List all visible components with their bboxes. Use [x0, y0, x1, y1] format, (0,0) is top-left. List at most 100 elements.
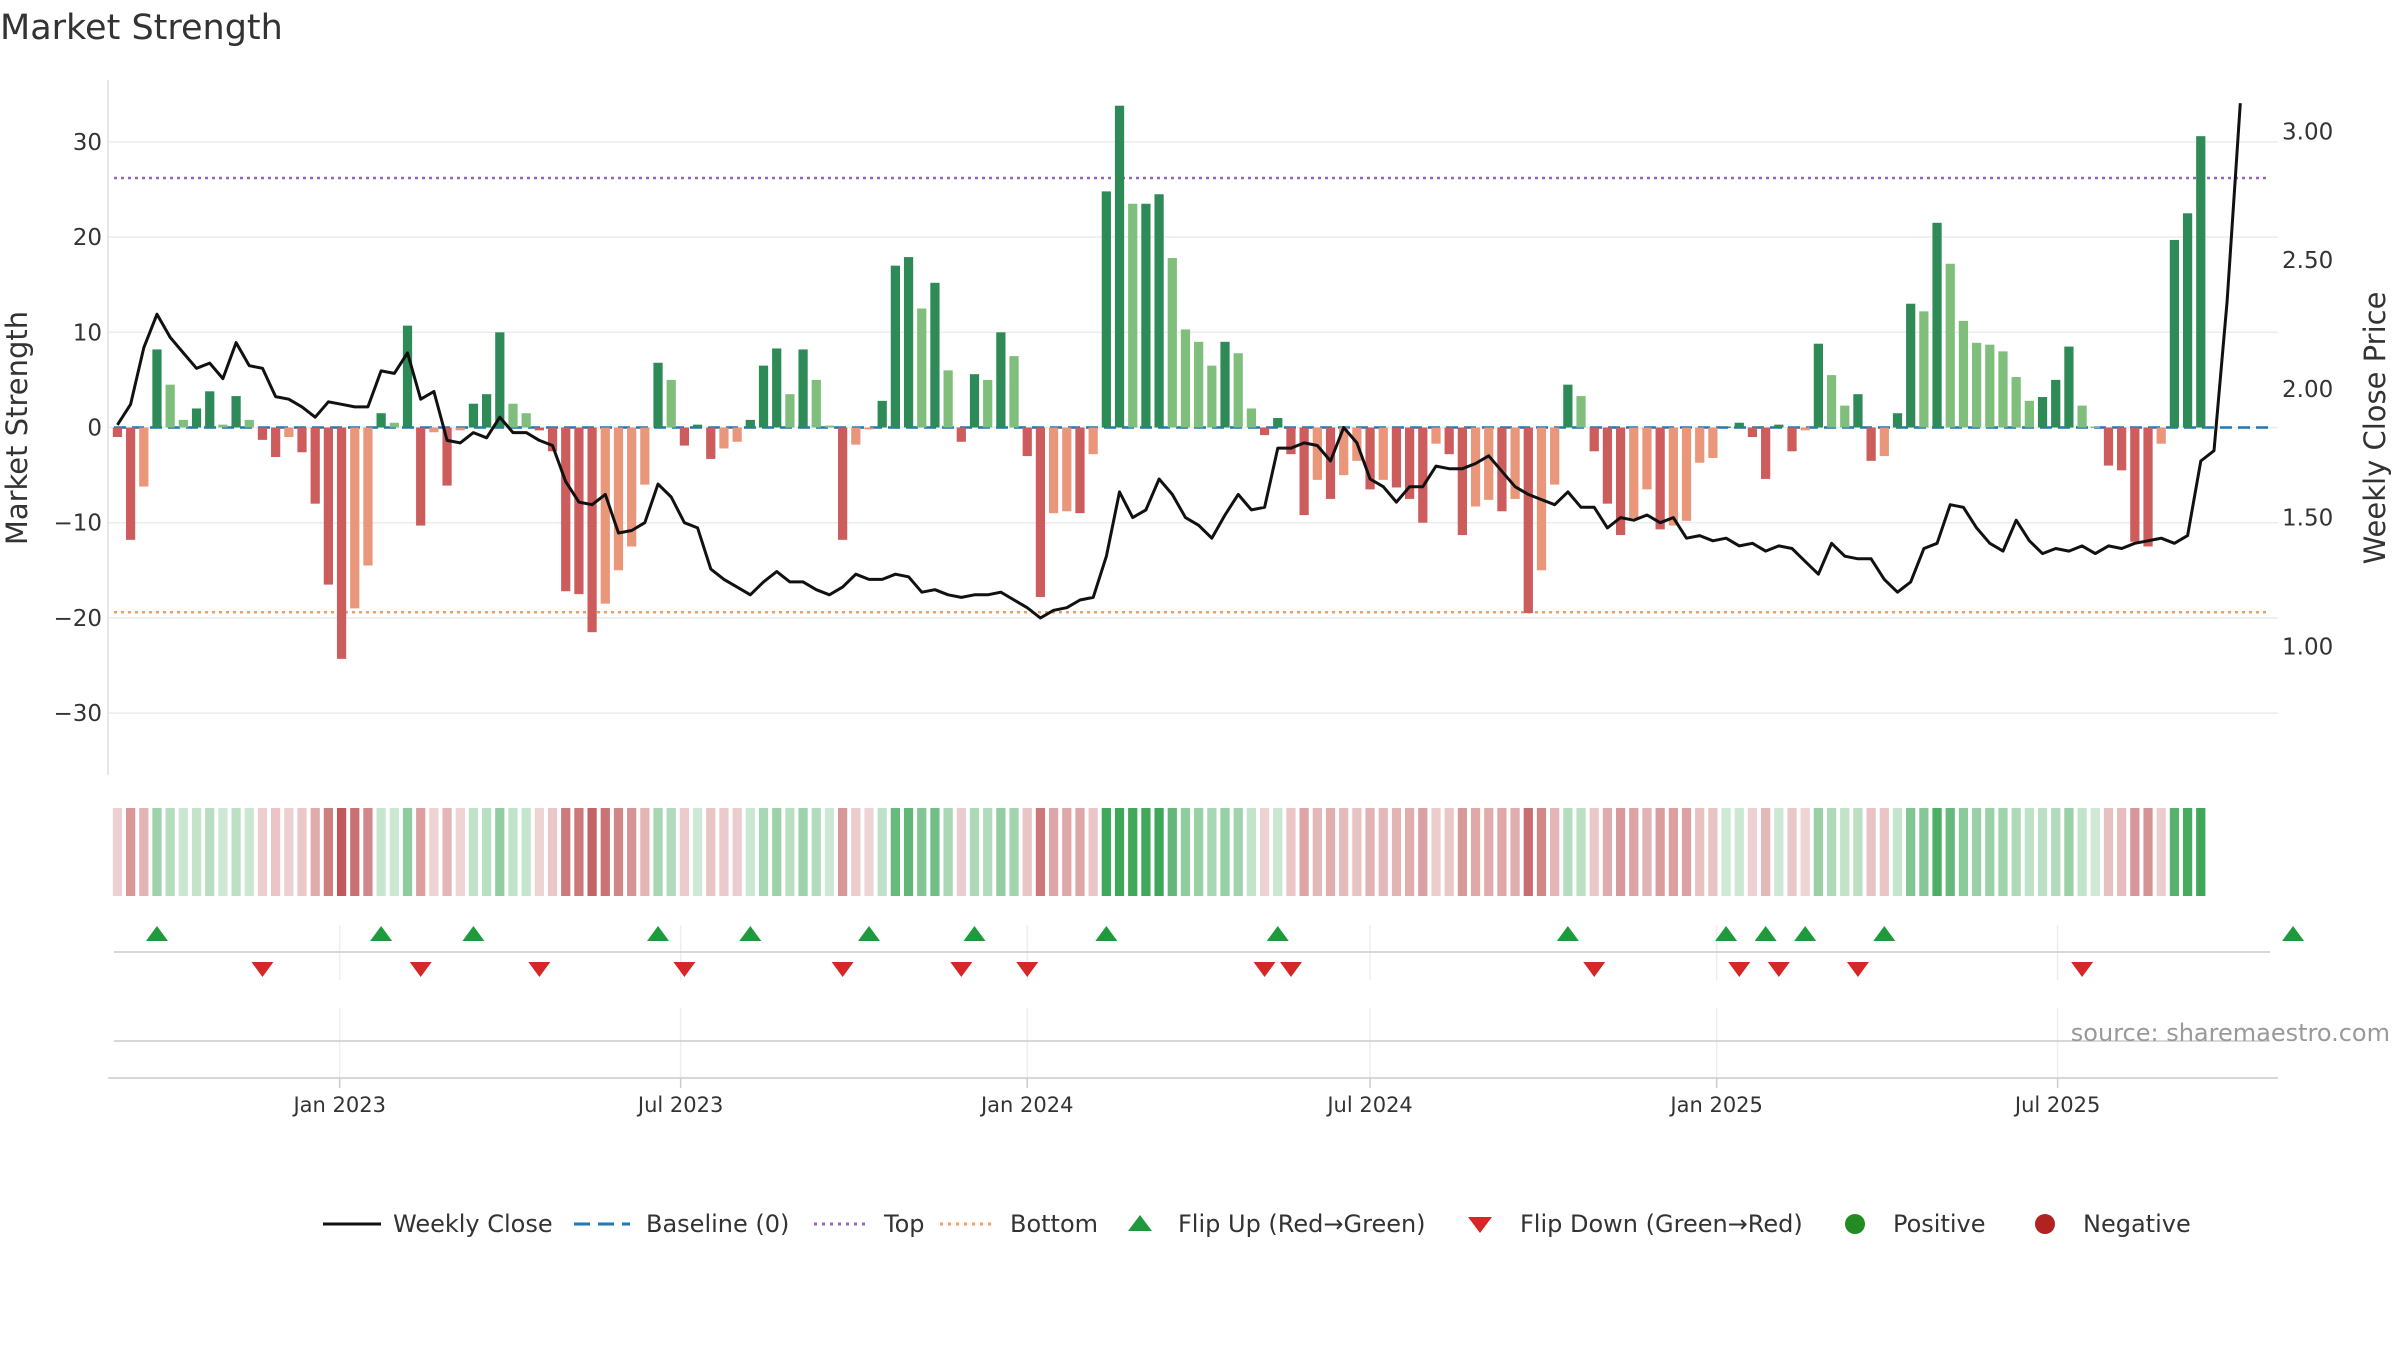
- strength-bar: [125, 427, 136, 540]
- strength-bar: [1233, 353, 1243, 428]
- strength-bar: [996, 332, 1006, 428]
- heat-cell: [1747, 808, 1758, 896]
- heat-cell: [969, 808, 980, 896]
- strength-bar: [1457, 427, 1467, 536]
- strength-bar: [719, 427, 729, 449]
- strength-bar: [969, 374, 980, 428]
- strength-bar: [1259, 427, 1270, 436]
- reference-lines: [114, 176, 2270, 614]
- heat-cell: [838, 808, 848, 896]
- heat-cell: [1075, 808, 1085, 896]
- heat-cell: [1167, 808, 1177, 896]
- legend-swatch-triangle-down: [1468, 1217, 1492, 1233]
- heat-cell: [1062, 808, 1072, 896]
- heat-cell: [956, 808, 966, 896]
- strength-bar: [547, 427, 558, 452]
- strength-bar: [943, 370, 953, 428]
- strength-bar: [1431, 427, 1441, 444]
- heat-cell: [1048, 808, 1059, 896]
- flip-down-marker: [1279, 962, 1302, 977]
- heat-cell: [112, 808, 123, 896]
- flip-up-marker: [963, 926, 986, 941]
- legend-item: Baseline (0): [574, 1210, 789, 1238]
- heat-cell: [1457, 808, 1467, 896]
- heat-cell: [2169, 808, 2180, 896]
- y2-tick-label: 2.50: [2282, 248, 2333, 274]
- heat-cell: [1088, 808, 1098, 896]
- legend-swatch-circle: [1845, 1214, 1865, 1234]
- heat-cell: [1431, 808, 1441, 896]
- heat-cell: [2064, 808, 2074, 896]
- strength-bar: [165, 384, 175, 428]
- strength-bar: [692, 424, 703, 428]
- heat-cell: [745, 808, 755, 896]
- strength-bar: [640, 427, 650, 485]
- heat-cell: [1932, 808, 1942, 896]
- strength-bar: [706, 427, 716, 459]
- heat-cell: [1550, 808, 1560, 896]
- flip-up-marker: [1095, 926, 1118, 941]
- strength-bar: [1444, 427, 1454, 455]
- heat-cell: [336, 808, 347, 896]
- heat-cell: [2024, 808, 2034, 896]
- strength-bars: [112, 105, 2206, 659]
- strength-bar: [1101, 191, 1111, 428]
- x-tick-label: Jan 2024: [979, 1093, 1074, 1117]
- heat-cell: [1998, 808, 2008, 896]
- strength-bar: [1853, 394, 1863, 428]
- strength-bar: [1642, 427, 1652, 490]
- strength-bar: [1589, 427, 1599, 452]
- heat-cell: [2196, 808, 2206, 896]
- strength-bar: [323, 427, 334, 585]
- flip-down-marker: [251, 962, 274, 977]
- strength-bar: [1708, 427, 1718, 458]
- heat-cell: [917, 808, 927, 896]
- strength-bar: [2156, 427, 2166, 444]
- heat-cell: [785, 808, 795, 896]
- strength-bar: [2024, 400, 2034, 428]
- strength-bar: [1510, 427, 1520, 499]
- heat-cell: [231, 808, 241, 896]
- heat-cell: [824, 808, 835, 896]
- flip-down-marker: [1728, 962, 1751, 977]
- flip-down-marker: [831, 962, 854, 977]
- strength-bar: [613, 427, 624, 571]
- heat-cell: [1220, 808, 1230, 896]
- legend-item: Weekly Close: [323, 1210, 553, 1238]
- y-tick-label: −30: [53, 701, 102, 727]
- heat-cell: [561, 808, 571, 896]
- heat-cell: [1906, 808, 1916, 896]
- flip-up-marker: [1556, 926, 1579, 941]
- legend-item: Flip Down (Green→Red): [1468, 1210, 1803, 1238]
- heat-cell: [389, 808, 399, 896]
- heat-cell: [600, 808, 610, 896]
- strength-bar: [798, 349, 808, 428]
- strength-bar: [561, 427, 571, 592]
- legend-label: Bottom: [1010, 1210, 1098, 1238]
- heat-cell: [1813, 808, 1823, 896]
- strength-bar: [508, 403, 518, 428]
- heat-cell: [877, 808, 887, 896]
- strength-bar: [679, 427, 690, 446]
- x-tick-label: Jan 2023: [291, 1093, 386, 1117]
- heat-cell: [1325, 808, 1336, 896]
- heat-cell: [1761, 808, 1771, 896]
- heat-cell: [1339, 808, 1349, 896]
- heat-cell: [1444, 808, 1454, 896]
- strength-bar: [1958, 320, 1969, 428]
- heat-cell: [1734, 808, 1744, 896]
- flip-up-marker: [647, 926, 670, 941]
- heat-cell: [1602, 808, 1613, 896]
- strength-bar: [1800, 427, 1810, 431]
- heat-cell: [1484, 808, 1494, 896]
- strength-bar: [152, 349, 162, 428]
- x-axis: Jan 2023 Jul 2023 Jan 2024 Jul 2024 Jan 2025…: [108, 1077, 2278, 1117]
- heat-cell: [1391, 808, 1402, 896]
- strength-bar: [1194, 341, 1204, 428]
- x-tick-label: Jul 2024: [1325, 1093, 1412, 1117]
- y-axis-right: 3.00 2.50 2.00 1.50 1.00: [2282, 119, 2333, 660]
- flip-down-marker: [1846, 962, 1869, 977]
- heat-cell: [706, 808, 716, 896]
- strength-bar: [785, 394, 795, 428]
- heat-cell: [125, 808, 136, 896]
